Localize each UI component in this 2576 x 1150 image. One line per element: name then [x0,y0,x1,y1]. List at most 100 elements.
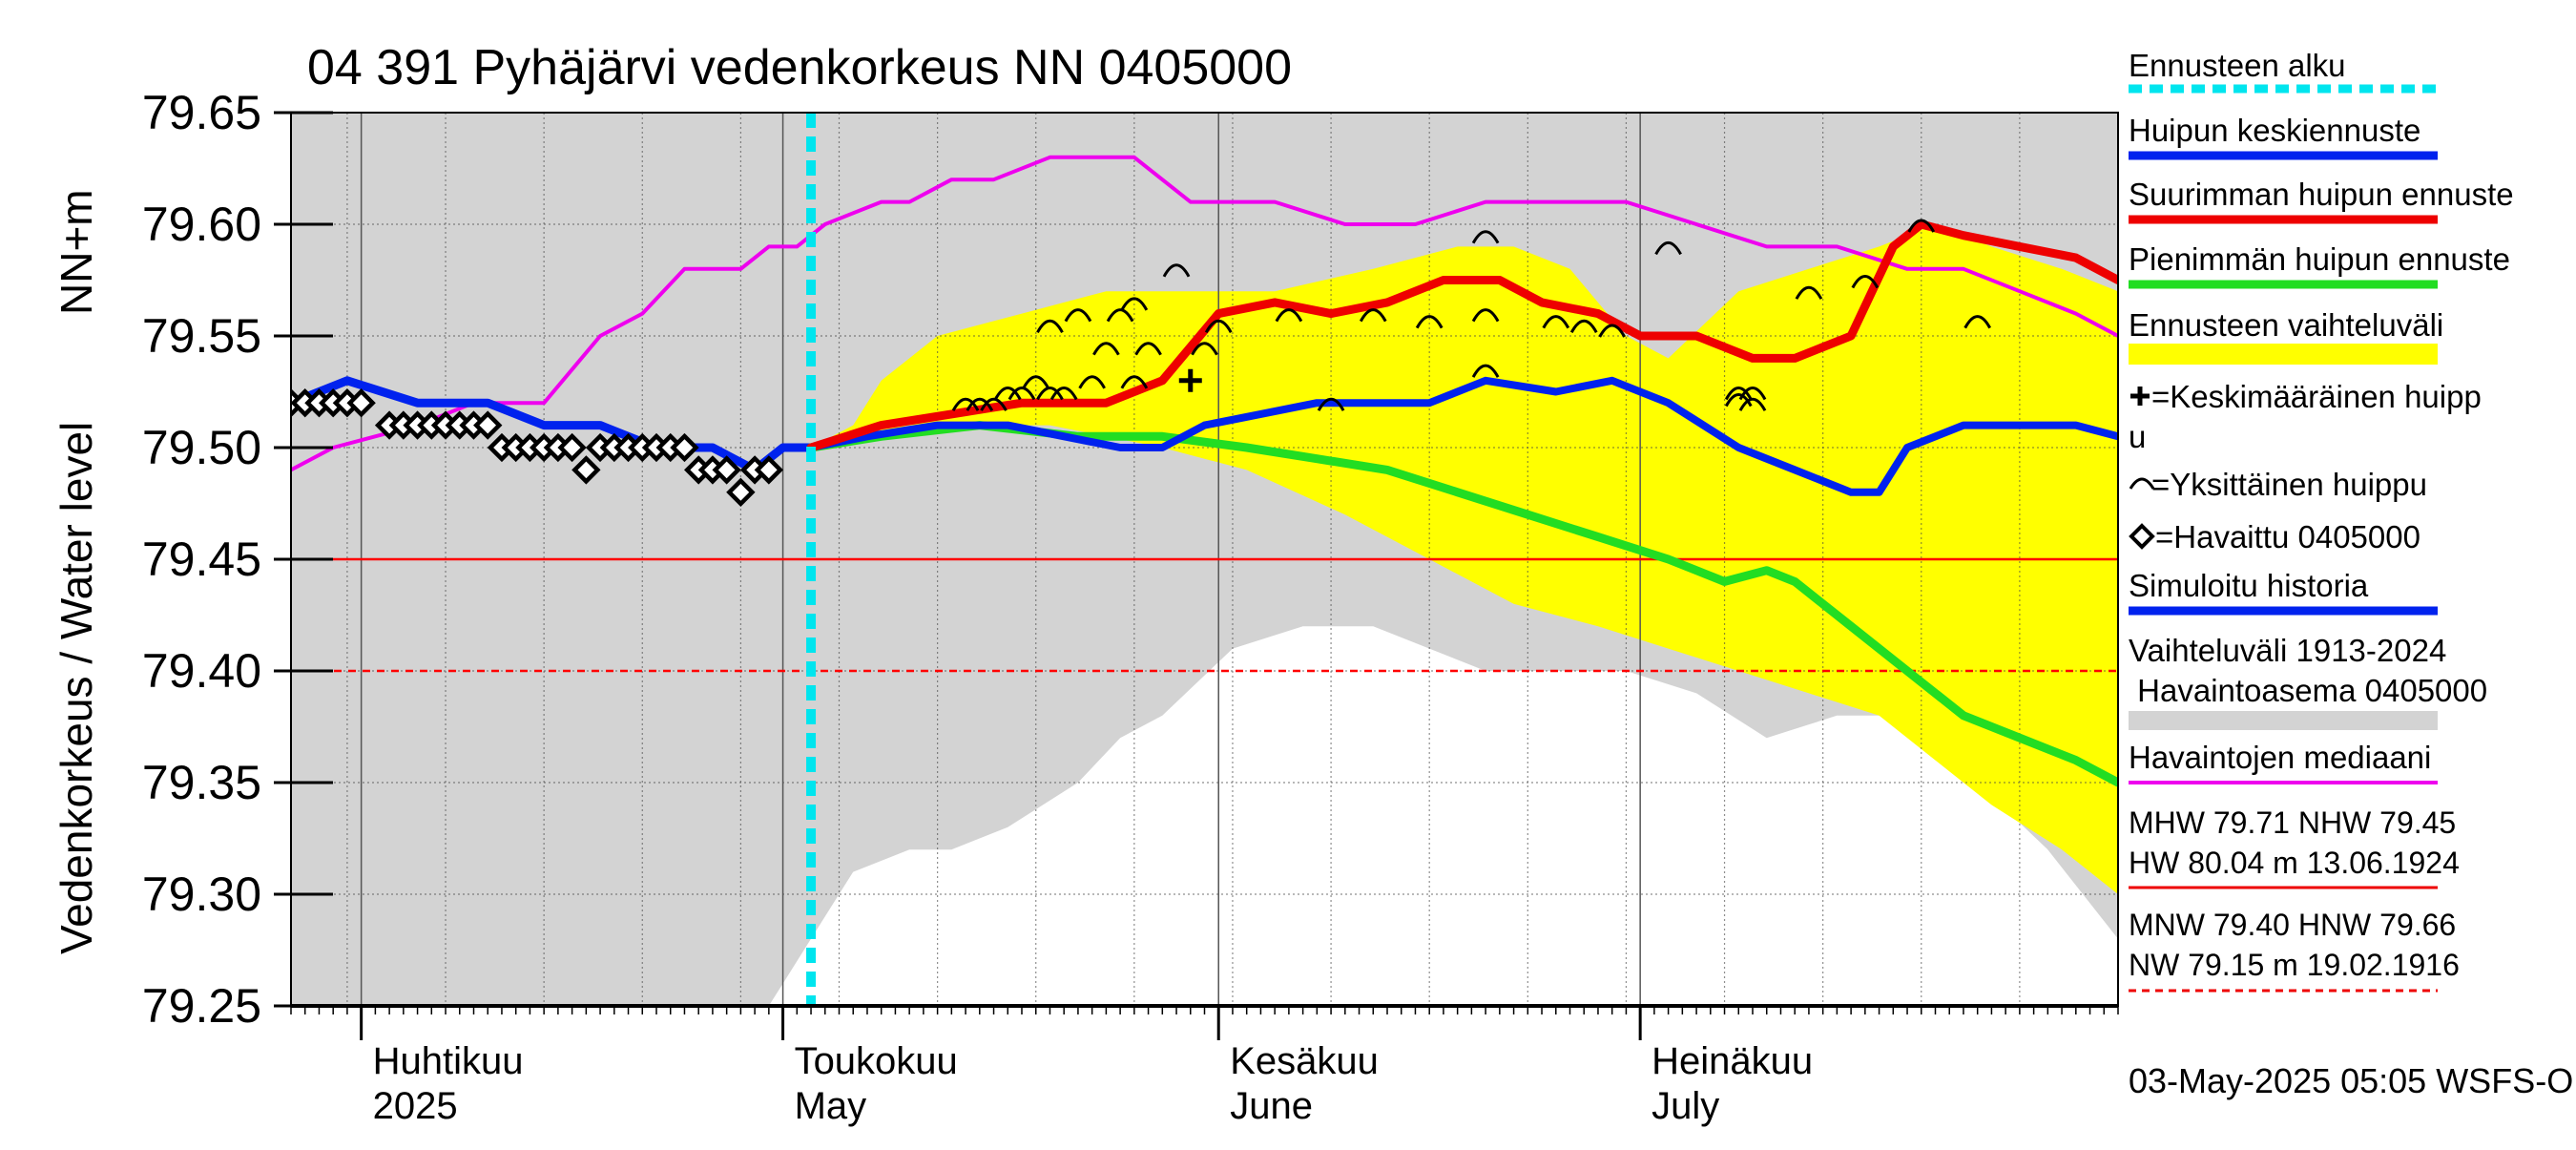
legend-label-simulated: Simuloitu historia [2129,568,2369,603]
single-peak-mark [1724,393,1753,408]
x-month-label-fi: Toukokuu [795,1040,958,1082]
single-peak-mark [1359,308,1387,323]
y-tick-label: 79.30 [142,868,261,921]
single-peak-mark [951,397,980,411]
observed-point [557,432,587,463]
single-peak-mark [1049,387,1078,401]
legend-label-mnw: MNW 79.40 HNW 79.66 NW 79.15 m 19.02.1916 [2129,908,2460,982]
y-tick-label: 79.55 [142,309,261,363]
single-peak-mark [1036,319,1064,334]
legend-label-line: HW 80.04 m 13.06.1924 [2129,846,2460,880]
y-tick-label: 79.50 [142,421,261,474]
single-peak-mark [1120,297,1149,311]
single-peak-mark [1795,285,1823,300]
legend-label-line: =Keskimääräinen huipp [2151,379,2482,414]
mean-peak-mark [1178,368,1202,392]
legend-swatch-mean-peak-mark [2130,387,2150,406]
legend-label-median: Havaintojen mediaani [2129,740,2431,775]
legend-label-line: Havaintoasema 0405000 [2129,673,2487,708]
single-peak-mark [1204,319,1233,334]
x-month-label-fi: Huhtikuu [373,1040,524,1082]
single-peak-mark [1738,397,1767,411]
observed-point [726,477,756,507]
single-peak-mark [1654,240,1682,256]
x-month-label-en: May [795,1085,867,1127]
y-tick-label: 79.40 [142,644,261,698]
x-month-label-en: July [1652,1085,1719,1127]
single-peak-mark [1036,387,1064,401]
single-peak-mark [1471,364,1500,378]
legend-label: Huipun keskiennuste [2129,113,2420,148]
single-peak-mark [1471,230,1500,244]
legend-label-observed: =Havaittu 0405000 [2155,519,2420,554]
y-tick-label: 79.60 [142,198,261,251]
single-peak-mark [1598,324,1627,338]
single-peak-mark [1415,315,1444,329]
observed-point [754,455,784,485]
legend-label-line: MNW 79.40 HNW 79.66 [2129,908,2456,942]
legend-label-forecast-start: Ennusteen alku [2129,48,2346,83]
single-peak-mark [1275,308,1303,323]
single-peak-mark [1963,315,1992,329]
observed-point [473,410,503,440]
single-peak-mark [1022,375,1050,389]
min-peak-forecast-line [806,421,2118,787]
legend-label-historic-band: Vaihteluväli 1913-2024 Havaintoasema 040… [2129,633,2487,708]
single-peak-mark [1569,319,1598,334]
single-peak-mark [966,397,994,411]
observed-point [670,432,699,463]
y-axis-unit: NN+m [52,189,101,315]
single-peak-mark [1738,387,1767,401]
legend-label-line: MHW 79.71 NHW 79.45 [2129,805,2456,840]
y-tick-label: 79.45 [142,533,261,586]
y-tick-label: 79.25 [142,979,261,1033]
legend-label-line: NW 79.15 m 19.02.1916 [2129,948,2460,982]
single-peak-mark [1317,397,1345,411]
single-peak-mark [1064,308,1092,323]
single-peak-mark [1907,219,1936,233]
observed-point [571,455,601,485]
legend-label-line: Vaihteluväli 1913-2024 [2129,633,2446,668]
legend-label: Suurimman huipun ennuste [2129,177,2514,212]
legend-swatch-observed [2129,523,2155,550]
single-peak-mark [1162,263,1191,278]
single-peak-mark [1106,308,1134,323]
x-month-label-fi: Kesäkuu [1230,1040,1379,1082]
single-peak-mark [1120,375,1149,389]
chart-title: 04 391 Pyhäjärvi vedenkorkeus NN 0405000 [307,40,1292,95]
y-axis-label: Vedenkorkeus / Water level [52,422,101,954]
single-peak-mark [1092,342,1120,356]
legend-label-single-peak: =Yksittäinen huippu [2151,467,2427,502]
y-tick-label: 79.35 [142,756,261,809]
legend-label-line: u [2129,419,2146,454]
legend-label-mean-peak: =Keskimääräinen huipp u [2129,379,2482,454]
single-peak-mark [1134,342,1162,356]
single-peak-mark [1191,342,1218,356]
x-month-label-fi: Heinäkuu [1652,1040,1813,1082]
observed-point [712,455,741,485]
single-peak-mark [1078,375,1106,389]
observed-point [346,388,376,418]
legend-swatch-single-peak [2129,477,2155,490]
footer-timestamp: 03-May-2025 05:05 WSFS-O [2129,1061,2573,1100]
legend-label: Pienimmän huipun ennuste [2129,241,2510,277]
single-peak-mark [993,387,1022,401]
y-tick-label: 79.65 [142,86,261,139]
single-peak-mark [1724,387,1753,401]
legend-label-mhw: MHW 79.71 NHW 79.45 HW 80.04 m 13.06.1924 [2129,805,2460,880]
single-peak-mark [1542,315,1570,329]
x-month-label-en: June [1230,1085,1313,1127]
x-month-label-en: 2025 [373,1085,458,1127]
single-peak-mark [980,397,1008,411]
single-peak-mark [1471,308,1500,323]
max-peak-forecast-line [806,220,2118,452]
single-peak-mark [1008,387,1036,401]
legend-swatch-historic-band [2129,711,2438,730]
single-peak-mark [1851,275,1880,289]
median-line [291,155,2118,472]
legend-swatch-forecast-band [2129,344,2438,365]
legend-label: Ennusteen vaihteluväli [2129,307,2443,343]
mean-peak-forecast-line [807,376,2118,496]
